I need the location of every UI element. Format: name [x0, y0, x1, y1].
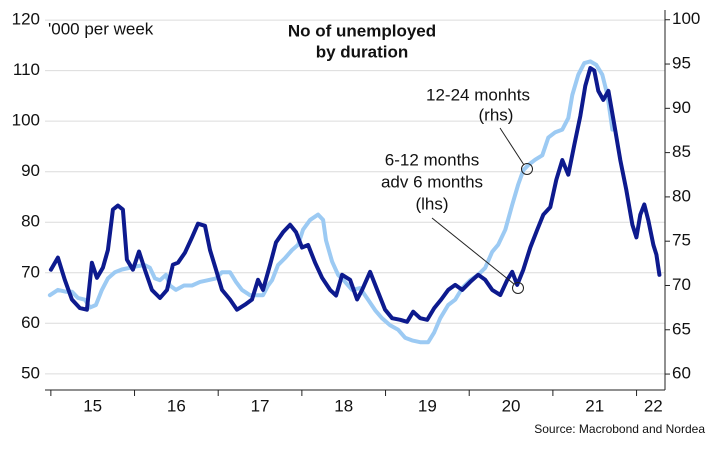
y2-tick-label: 75 — [672, 231, 691, 250]
y-tick-label: 90 — [21, 161, 40, 180]
y2-tick-label: 95 — [672, 54, 691, 73]
annotation: adv 6 months — [381, 172, 483, 191]
y-tick-label: 110 — [13, 60, 40, 79]
leader-line — [499, 127, 525, 166]
chart-title: by duration — [316, 42, 409, 61]
annotation-marker — [521, 163, 533, 175]
y2-tick-label: 85 — [672, 142, 691, 161]
y-label: '000 per week — [48, 19, 154, 38]
y-tick-label: 50 — [21, 363, 40, 382]
annotation-marker — [512, 282, 524, 294]
annotation: 6-12 months — [385, 150, 480, 169]
leader-line — [431, 217, 515, 285]
y-tick-label: 70 — [21, 262, 40, 281]
y-tick-label: 100 — [12, 111, 40, 130]
x-tick-label: 18 — [334, 396, 353, 415]
y2-tick-label: 100 — [672, 9, 700, 28]
y2-tick-label: 80 — [672, 186, 691, 205]
source: Source: Macrobond and Nordea — [534, 422, 705, 436]
y-tick-label: 80 — [21, 212, 40, 231]
annotation: (rhs) — [479, 105, 514, 124]
annotation: (lhs) — [415, 194, 448, 213]
lines — [47, 59, 662, 345]
series-line — [48, 66, 662, 324]
x-tick-label: 16 — [167, 396, 186, 415]
annotation: 12-24 monhts — [426, 85, 530, 104]
y2-tick-label: 90 — [672, 98, 691, 117]
y2-tick-label: 60 — [672, 364, 691, 383]
x-tick-label: 20 — [502, 396, 521, 415]
y2-tick-label: 70 — [672, 275, 691, 294]
y-tick-label: 120 — [12, 10, 40, 29]
series-line — [47, 59, 615, 345]
grid — [45, 19, 665, 375]
y2-tick-label: 65 — [672, 319, 691, 338]
x-tick-label: 19 — [418, 396, 437, 415]
x-tick-label: 22 — [644, 396, 663, 415]
chart-title: No of unemployed — [288, 21, 436, 40]
y-tick-label: 60 — [21, 313, 40, 332]
x-tick-label: 17 — [251, 396, 270, 415]
x-tick-label: 21 — [585, 396, 604, 415]
x-tick-label: 15 — [83, 396, 102, 415]
